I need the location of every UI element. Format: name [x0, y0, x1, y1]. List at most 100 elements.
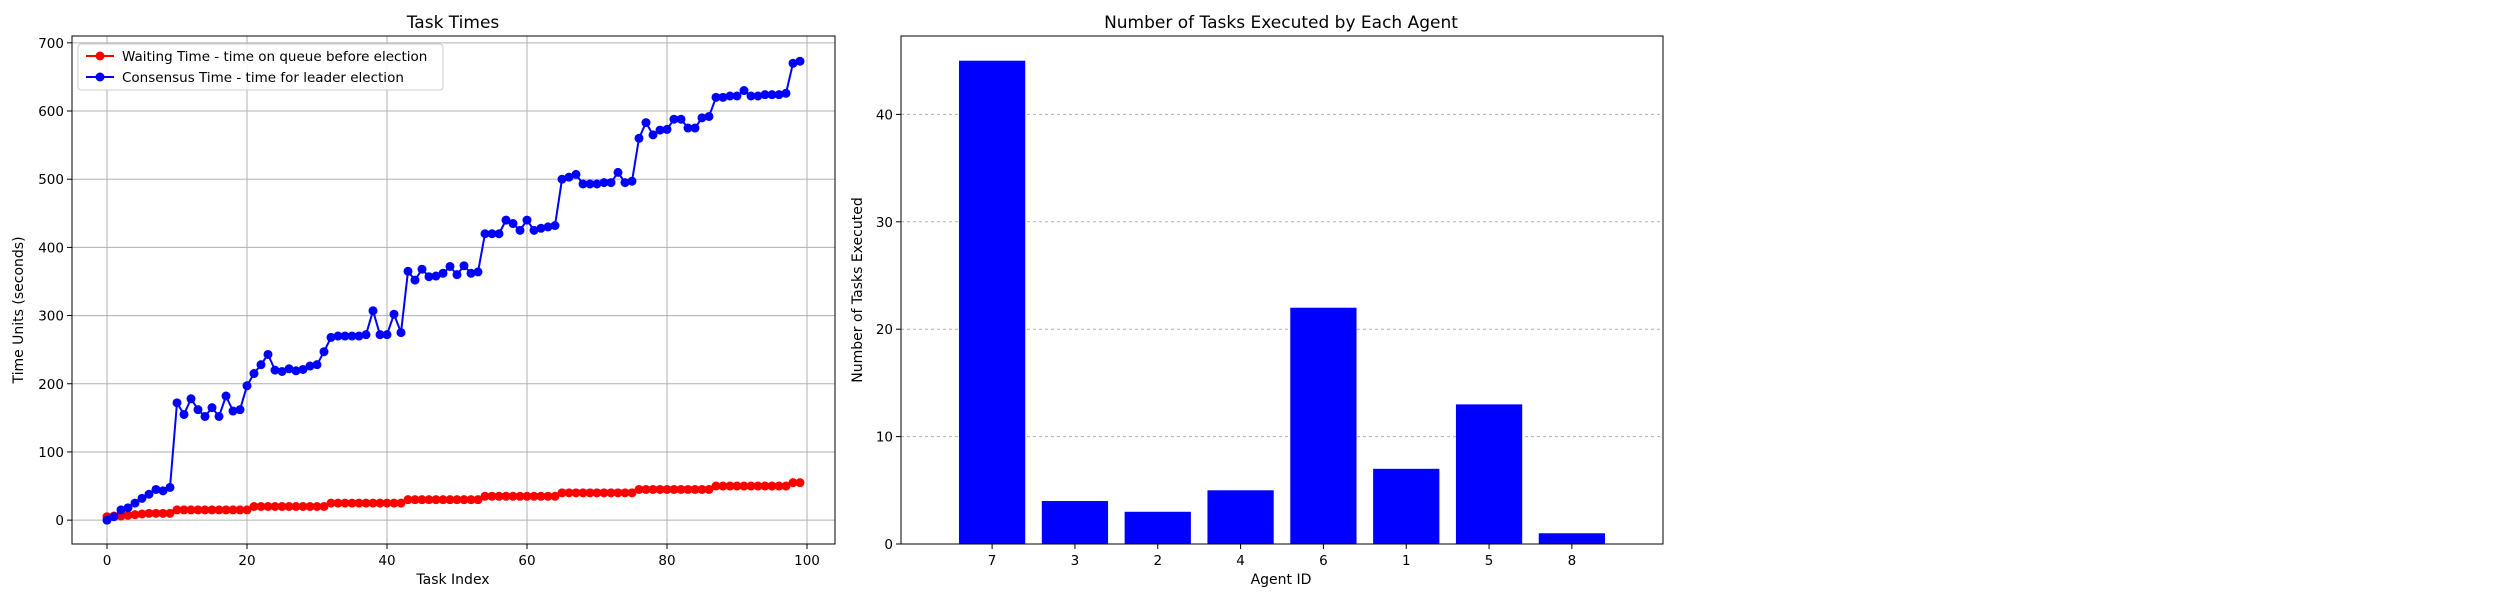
data-point-waiting — [746, 481, 756, 491]
data-point-waiting — [522, 491, 532, 501]
data-point-consensus — [452, 270, 462, 280]
data-point-consensus — [214, 411, 224, 421]
y-tick-label: 300 — [38, 309, 64, 325]
data-point-consensus — [634, 133, 644, 143]
series-layer — [102, 56, 805, 525]
data-point-consensus — [151, 484, 161, 494]
x-tick-label: 80 — [658, 553, 675, 569]
data-point-consensus — [739, 86, 749, 96]
data-point-consensus — [144, 489, 154, 499]
data-point-waiting — [697, 484, 707, 494]
y-tick-label: 10 — [876, 430, 893, 446]
data-point-waiting — [795, 478, 805, 488]
tasks-per-agent-chart: Number of Tasks Executed by Each Agent A… — [850, 13, 1664, 588]
data-point-consensus — [494, 229, 504, 239]
data-point-consensus — [522, 215, 532, 225]
data-point-waiting — [242, 505, 252, 515]
legend: Waiting Time - time on queue before elec… — [77, 43, 444, 91]
plot-frame — [900, 35, 1664, 545]
data-point-consensus — [795, 56, 805, 66]
data-point-waiting — [529, 491, 539, 501]
data-point-consensus — [319, 347, 329, 357]
data-point-waiting — [550, 491, 560, 501]
data-point-waiting — [543, 491, 553, 501]
data-point-consensus — [102, 515, 112, 525]
data-point-consensus — [676, 114, 686, 124]
data-point-waiting — [690, 484, 700, 494]
data-point-consensus — [326, 332, 336, 342]
data-point-waiting — [592, 488, 602, 498]
data-point-waiting — [578, 488, 588, 498]
data-point-consensus — [529, 225, 539, 235]
data-point-waiting — [123, 510, 133, 520]
data-point-consensus — [648, 130, 658, 140]
data-point-waiting — [445, 495, 455, 505]
bar-agent-7 — [958, 60, 1026, 544]
data-point-waiting — [256, 501, 266, 511]
data-point-waiting — [424, 495, 434, 505]
data-point-consensus — [382, 330, 392, 340]
data-point-consensus — [571, 169, 581, 179]
data-point-consensus — [732, 91, 742, 101]
data-point-waiting — [431, 495, 441, 505]
data-point-consensus — [389, 309, 399, 319]
data-point-waiting — [228, 505, 238, 515]
data-point-consensus — [109, 512, 119, 522]
chart-title: Task Times — [406, 13, 500, 33]
data-point-waiting — [214, 505, 224, 515]
data-point-consensus — [410, 275, 420, 285]
data-point-consensus — [641, 118, 651, 128]
data-point-waiting — [466, 495, 476, 505]
y-tick-label: 30 — [876, 215, 893, 231]
data-point-waiting — [641, 484, 651, 494]
data-point-consensus — [375, 330, 385, 340]
data-point-waiting — [291, 501, 301, 511]
data-point-waiting — [382, 498, 392, 508]
bar-agent-2 — [1124, 511, 1191, 544]
data-point-waiting — [368, 498, 378, 508]
legend-label-consensus: Consensus Time - time for leader electio… — [122, 70, 404, 86]
x-tick-label: 4 — [1236, 553, 1245, 569]
y-tick-label: 500 — [38, 172, 64, 188]
data-point-consensus — [270, 365, 280, 375]
x-tick-label: 2 — [1153, 553, 1162, 569]
data-point-waiting — [725, 481, 735, 491]
data-point-waiting — [634, 484, 644, 494]
data-point-consensus — [284, 364, 294, 374]
data-point-consensus — [620, 178, 630, 188]
data-point-waiting — [536, 491, 546, 501]
data-point-consensus — [606, 178, 616, 188]
x-tick-label: 3 — [1071, 553, 1080, 569]
y-tick-label: 700 — [38, 36, 64, 52]
data-point-waiting — [312, 501, 322, 511]
series-consensus — [102, 56, 805, 525]
x-tick-label: 1 — [1402, 553, 1411, 569]
data-point-consensus — [599, 178, 609, 188]
data-point-consensus — [774, 90, 784, 100]
data-point-consensus — [207, 403, 217, 413]
data-point-waiting — [354, 498, 364, 508]
x-tick-label: 5 — [1485, 553, 1494, 569]
data-point-waiting — [200, 505, 210, 515]
data-point-waiting — [662, 484, 672, 494]
x-tick-label: 8 — [1568, 553, 1577, 569]
series-line-consensus — [106, 60, 801, 522]
data-point-consensus — [473, 267, 483, 277]
y-tick-label: 0 — [884, 537, 893, 553]
data-point-consensus — [242, 381, 252, 391]
data-point-waiting — [718, 481, 728, 491]
data-point-consensus — [564, 172, 574, 182]
data-point-waiting — [732, 481, 742, 491]
series-waiting — [102, 478, 805, 522]
data-point-waiting — [221, 505, 231, 515]
data-point-consensus — [368, 306, 378, 316]
data-point-consensus — [501, 215, 511, 225]
bar-agent-6 — [1290, 307, 1357, 544]
data-point-consensus — [445, 261, 455, 271]
data-point-consensus — [130, 498, 140, 508]
bar-layer — [958, 60, 1606, 544]
data-point-consensus — [200, 411, 210, 421]
data-point-consensus — [193, 405, 203, 415]
data-point-consensus — [165, 482, 175, 492]
data-point-waiting — [613, 488, 623, 498]
